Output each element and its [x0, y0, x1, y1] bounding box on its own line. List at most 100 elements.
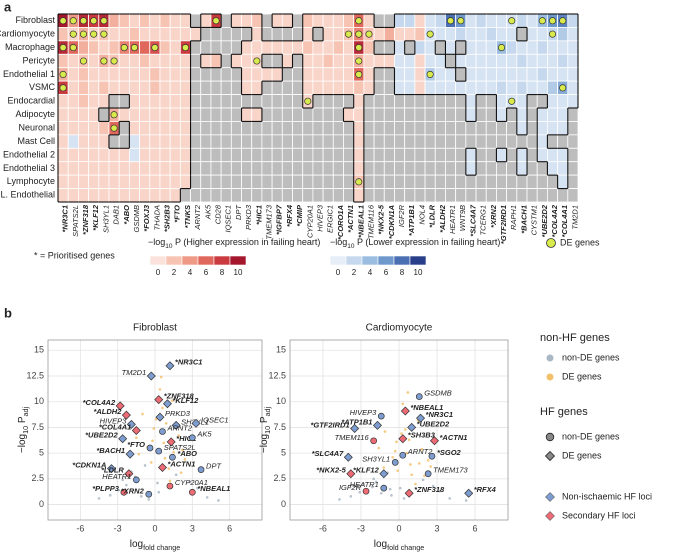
heat-cell	[516, 40, 528, 55]
heat-cell	[190, 67, 202, 82]
heat-cell	[343, 188, 355, 203]
heat-cell	[88, 121, 100, 136]
heat-cell	[108, 40, 120, 55]
gene-point	[409, 463, 412, 466]
heat-cell	[312, 188, 324, 203]
heat-cell	[343, 107, 355, 122]
heat-cell	[302, 53, 314, 69]
heat-cell	[536, 94, 548, 109]
heat-cell	[343, 40, 355, 55]
heat-cell	[118, 53, 130, 69]
de-marker	[426, 70, 434, 78]
heat-cell	[363, 134, 375, 149]
heat-cell	[271, 174, 283, 189]
heat-cell	[475, 147, 487, 163]
heat-cell	[557, 94, 569, 109]
y-tick-label: 12.5	[268, 370, 286, 380]
x-tick-label: -6	[76, 523, 84, 533]
heat-cell	[445, 161, 457, 176]
heat-cell	[506, 174, 518, 189]
column-label: TMEM116	[366, 204, 375, 239]
heat-cell	[465, 67, 477, 82]
heat-cell	[220, 174, 232, 189]
gene-label: *XRN2	[121, 486, 145, 495]
colorbar-segment	[181, 255, 199, 266]
heat-cell	[302, 134, 314, 149]
heat-cell	[424, 174, 436, 189]
gene-point	[151, 439, 154, 443]
colorbar-tick: 0	[336, 268, 341, 277]
gene-label: *NKX2-5	[316, 466, 346, 475]
heat-cell	[516, 147, 528, 163]
heat-cell	[332, 188, 344, 203]
hf-gene-circle	[169, 453, 176, 461]
colorbar-tick: 6	[384, 268, 389, 277]
hf-gene-circle	[120, 488, 128, 496]
heat-cell	[312, 80, 324, 95]
heat-cell	[179, 80, 191, 95]
heat-cell	[475, 13, 487, 28]
hf-gene-diamond	[429, 436, 439, 446]
y-tick-label: 0	[39, 499, 44, 509]
heat-cell	[251, 13, 263, 28]
heat-cell	[445, 134, 457, 149]
column-label: *COL4A1	[560, 205, 569, 238]
heat-cell	[526, 40, 538, 55]
heat-cell	[159, 161, 171, 176]
heat-cell	[261, 107, 273, 122]
heat-cell	[455, 94, 467, 109]
heat-cell	[169, 134, 181, 149]
heat-cell	[128, 161, 140, 176]
hf-gene-diamond	[166, 437, 176, 447]
heat-cell	[159, 27, 171, 42]
gene-point	[164, 422, 168, 425]
heat-cell	[281, 94, 293, 109]
heat-cell	[128, 27, 140, 42]
heat-cell	[567, 53, 579, 69]
gene-point	[396, 469, 400, 472]
heat-cell	[434, 161, 446, 176]
gene-label: CYP20A1	[175, 478, 208, 487]
heat-cell	[230, 134, 242, 149]
heat-cell	[179, 134, 191, 149]
heat-cell	[445, 53, 457, 69]
subscript: 10	[263, 426, 272, 434]
heat-cell	[373, 13, 385, 28]
heat-cell	[159, 107, 171, 122]
gene-label: *ACTN1	[439, 433, 467, 442]
heat-cell	[261, 174, 273, 189]
de-marker	[100, 17, 108, 25]
gene-point	[140, 495, 143, 498]
heat-cell	[526, 13, 538, 28]
hf-gene-circle	[424, 470, 432, 478]
gene-label: *SGO2	[437, 448, 462, 457]
heat-cell	[394, 147, 406, 163]
gene-point	[181, 448, 184, 452]
heat-cell	[190, 13, 202, 28]
hf-gene-diamond	[157, 463, 167, 473]
heat-cell	[190, 134, 202, 149]
gene-label: TMEM116	[335, 433, 370, 442]
heat-cell	[363, 147, 375, 163]
heat-cell	[210, 161, 222, 176]
heat-cell	[139, 188, 151, 203]
heat-cell	[536, 121, 548, 136]
column-label: CD28	[214, 204, 223, 224]
gene-label: GSDMB	[424, 389, 452, 398]
gene-label: *NBEAL1	[197, 484, 230, 493]
heat-cell	[526, 121, 538, 136]
column-label: *FOXJ3	[142, 204, 151, 232]
gene-point	[174, 473, 178, 477]
heat-cell	[526, 80, 538, 95]
heat-cell	[414, 188, 426, 203]
gene-label: *HIC1	[176, 434, 196, 443]
heat-cell	[261, 147, 273, 163]
gene-point	[410, 473, 413, 477]
row-label: VSMC	[29, 82, 56, 92]
heat-cell	[445, 107, 457, 122]
heat-cell	[261, 40, 273, 55]
heat-cell	[77, 67, 89, 82]
heat-cell	[302, 107, 314, 122]
heat-cell	[373, 174, 385, 189]
heat-cell	[394, 40, 406, 55]
